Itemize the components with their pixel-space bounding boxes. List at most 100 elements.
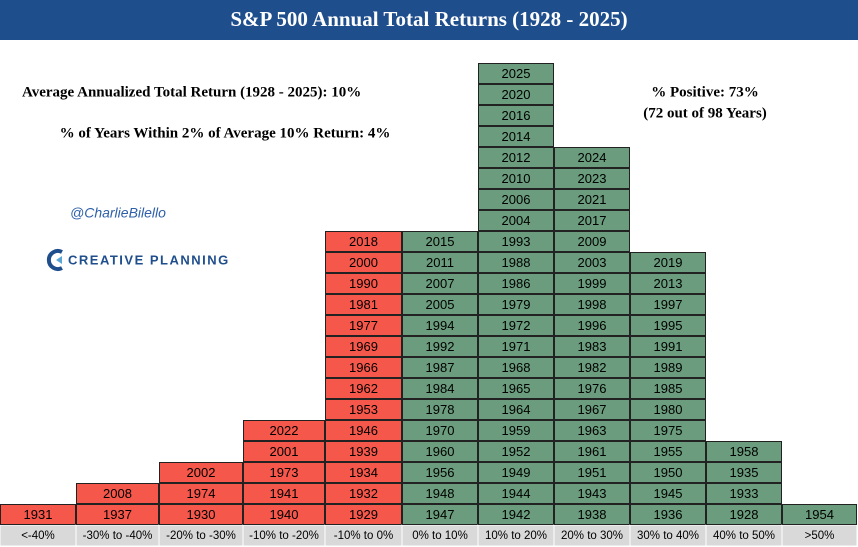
year-cell bbox=[402, 420, 478, 441]
year-label: 1933 bbox=[730, 486, 759, 501]
year-cell bbox=[554, 147, 630, 168]
columns: <-40% 1931 -30% to -40% 1937 2008 -20% to -30… bbox=[0, 63, 858, 547]
year-label: 1981 bbox=[349, 297, 378, 312]
year-cell bbox=[478, 336, 554, 357]
year-label: 2006 bbox=[502, 192, 531, 207]
year-label: 1976 bbox=[578, 381, 607, 396]
year-cell bbox=[402, 399, 478, 420]
year-label: 1948 bbox=[426, 486, 455, 501]
year-label: 2024 bbox=[578, 150, 607, 165]
year-cell bbox=[325, 252, 402, 273]
year-cell bbox=[243, 441, 325, 462]
year-cell bbox=[630, 315, 706, 336]
year-cell bbox=[478, 210, 554, 231]
year-cell bbox=[478, 483, 554, 504]
year-label: 1963 bbox=[578, 423, 607, 438]
year-label: 2010 bbox=[502, 171, 531, 186]
year-label: 2002 bbox=[187, 465, 216, 480]
year-cell bbox=[402, 483, 478, 504]
year-label: 2008 bbox=[103, 486, 132, 501]
year-cell bbox=[630, 336, 706, 357]
column-label: -10% to -20% bbox=[249, 530, 319, 542]
year-label: 1947 bbox=[426, 507, 455, 522]
year-label: 1973 bbox=[270, 465, 299, 480]
year-label: 2013 bbox=[654, 276, 683, 291]
year-label: 1934 bbox=[349, 465, 378, 480]
year-label: 2017 bbox=[578, 213, 607, 228]
year-label: 1969 bbox=[349, 339, 378, 354]
year-label: 1980 bbox=[654, 402, 683, 417]
year-cell bbox=[243, 483, 325, 504]
year-cell bbox=[402, 336, 478, 357]
average-note: Average Annualized Total Return (1928 - … bbox=[22, 84, 361, 100]
year-cell bbox=[478, 420, 554, 441]
year-label: 1968 bbox=[502, 360, 531, 375]
year-label: 2001 bbox=[270, 444, 299, 459]
year-label: 1999 bbox=[578, 276, 607, 291]
year-cell bbox=[478, 105, 554, 126]
positive-detail: (72 out of 98 Years) bbox=[643, 105, 767, 121]
year-label: 2004 bbox=[502, 213, 531, 228]
year-cell bbox=[630, 462, 706, 483]
year-cell bbox=[554, 441, 630, 462]
year-label: 1960 bbox=[426, 444, 455, 459]
year-cell bbox=[478, 462, 554, 483]
year-label: 2011 bbox=[426, 255, 454, 270]
column-label: 0% to 10% bbox=[412, 530, 468, 542]
year-cell bbox=[630, 357, 706, 378]
column-label: 30% to 40% bbox=[637, 530, 699, 542]
year-label: 1954 bbox=[805, 507, 834, 522]
year-label: 1965 bbox=[502, 381, 531, 396]
year-cell bbox=[478, 357, 554, 378]
year-cell bbox=[325, 357, 402, 378]
year-label: 2003 bbox=[578, 255, 607, 270]
year-label: 1943 bbox=[578, 486, 607, 501]
year-cell bbox=[402, 378, 478, 399]
year-cell bbox=[706, 441, 782, 462]
year-label: 1955 bbox=[654, 444, 683, 459]
year-cell bbox=[325, 315, 402, 336]
logo-text: CREATIVE PLANNING bbox=[68, 252, 230, 267]
year-cell bbox=[402, 462, 478, 483]
title: S&P 500 Annual Total Returns (1928 - 202… bbox=[230, 7, 627, 31]
year-label: 1982 bbox=[578, 360, 607, 375]
year-label: 2005 bbox=[426, 297, 455, 312]
year-cell bbox=[554, 504, 630, 525]
year-cell bbox=[478, 63, 554, 84]
year-cell bbox=[554, 420, 630, 441]
year-cell bbox=[159, 483, 243, 504]
year-label: 2016 bbox=[502, 108, 531, 123]
year-cell bbox=[630, 420, 706, 441]
year-cell bbox=[630, 378, 706, 399]
year-cell bbox=[478, 84, 554, 105]
year-cell bbox=[478, 315, 554, 336]
year-cell bbox=[325, 294, 402, 315]
year-label: 2025 bbox=[502, 66, 531, 81]
year-label: 1958 bbox=[730, 444, 759, 459]
year-cell bbox=[0, 504, 76, 525]
year-cell bbox=[402, 273, 478, 294]
year-cell bbox=[706, 504, 782, 525]
year-label: 1931 bbox=[24, 507, 53, 522]
year-cell bbox=[325, 483, 402, 504]
year-cell bbox=[554, 210, 630, 231]
year-cell bbox=[554, 168, 630, 189]
year-label: 2007 bbox=[426, 276, 455, 291]
year-cell bbox=[478, 441, 554, 462]
year-label: 2009 bbox=[578, 234, 607, 249]
year-label: 1970 bbox=[426, 423, 455, 438]
year-cell bbox=[402, 294, 478, 315]
year-label: 1990 bbox=[349, 276, 378, 291]
year-label: 1994 bbox=[426, 318, 455, 333]
year-label: 1937 bbox=[103, 507, 132, 522]
year-label: 1930 bbox=[187, 507, 216, 522]
year-cell bbox=[325, 504, 402, 525]
year-label: 1993 bbox=[502, 234, 531, 249]
year-label: 1951 bbox=[578, 465, 607, 480]
year-cell bbox=[478, 294, 554, 315]
year-cell bbox=[630, 399, 706, 420]
year-label: 1998 bbox=[578, 297, 607, 312]
year-label: 1979 bbox=[502, 297, 531, 312]
year-cell bbox=[325, 462, 402, 483]
